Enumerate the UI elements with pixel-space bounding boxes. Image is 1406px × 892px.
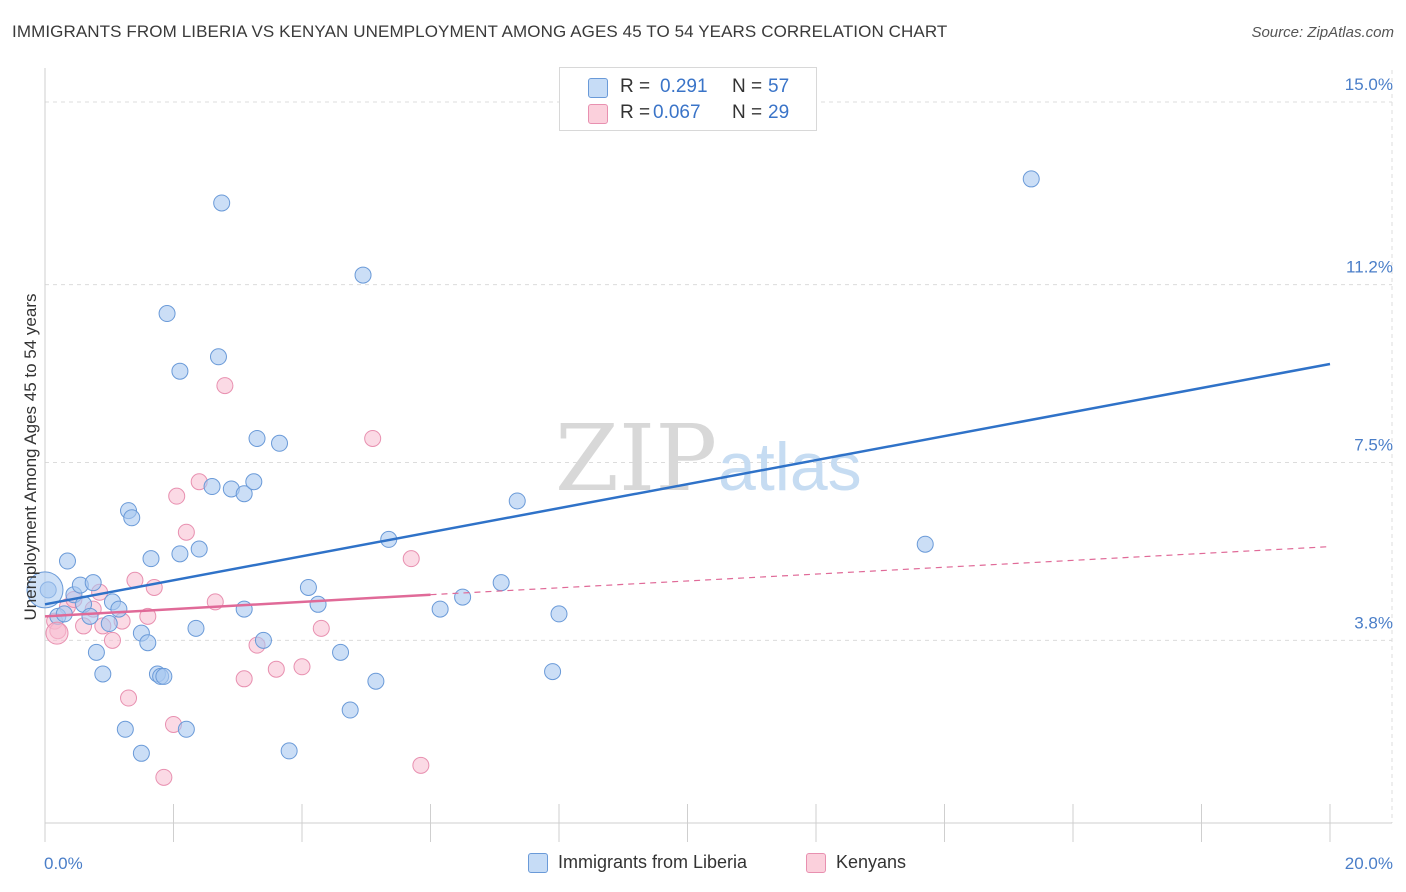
point-liberia [454, 588, 472, 606]
point-liberia [235, 485, 253, 503]
point-kenyans [293, 658, 311, 676]
point-kenyans [168, 487, 186, 505]
y-tick-label: 3.8% [1354, 613, 1393, 632]
point-kenyans [139, 607, 157, 625]
point-liberia [299, 578, 317, 596]
point-liberia [354, 266, 372, 284]
point-kenyans [267, 660, 285, 678]
point-kenyans [120, 689, 138, 707]
watermark: ZIP atlas [555, 405, 862, 512]
watermark-zip: ZIP [555, 405, 717, 512]
trend-line-kenyans-projection [430, 546, 1331, 596]
y-tick-label: 11.2% [1346, 258, 1393, 277]
point-liberia [492, 574, 510, 592]
point-liberia [171, 545, 189, 563]
point-liberia [187, 619, 205, 637]
point-liberia [332, 643, 350, 661]
point-liberia [916, 535, 934, 553]
x-tick-label-max: 20.0% [1345, 854, 1393, 873]
point-liberia-large [26, 571, 64, 609]
point-liberia [177, 720, 195, 738]
point-liberia [508, 492, 526, 510]
point-liberia [100, 615, 118, 633]
point-liberia [431, 600, 449, 618]
point-liberia [550, 605, 568, 623]
point-liberia [367, 672, 385, 690]
point-kenyans [216, 377, 234, 395]
point-liberia [132, 744, 150, 762]
point-liberia [254, 631, 272, 649]
source-label: Source: ZipAtlas.com [1251, 24, 1394, 41]
legend-swatch-kenyans [588, 104, 608, 124]
point-kenyans [155, 768, 173, 786]
point-liberia [203, 478, 221, 496]
trend-lines [44, 362, 1331, 618]
trend-line-liberia [44, 362, 1331, 606]
legend-r-value: 0.067 [653, 102, 701, 123]
bottom-legend-label-liberia: Immigrants from Liberia [558, 852, 748, 872]
point-kenyans [402, 550, 420, 568]
point-liberia [155, 667, 173, 685]
point-liberia [271, 434, 289, 452]
point-liberia [190, 540, 208, 558]
legend-r-label: R = [620, 76, 651, 97]
point-liberia [171, 362, 189, 380]
point-liberia [139, 634, 157, 652]
x-tick-label-min: 0.0% [44, 854, 83, 873]
legend-n-label: N = [732, 102, 763, 123]
point-liberia [280, 742, 298, 760]
y-axis-label: Unemployment Among Ages 45 to 54 years [21, 294, 40, 621]
point-liberia [94, 665, 112, 683]
point-liberia [235, 600, 253, 618]
point-kenyans [412, 756, 430, 774]
data-points [26, 170, 1040, 786]
legend-r-value: 0.291 [660, 76, 708, 97]
point-liberia [213, 194, 231, 212]
point-liberia [58, 552, 76, 570]
point-liberia [245, 473, 263, 491]
watermark-atlas: atlas [718, 429, 862, 505]
axes [44, 68, 1392, 842]
point-liberia [544, 663, 562, 681]
legend-row-liberia: R = 0.291 N = 57 [560, 76, 816, 102]
trend-line-kenyans [44, 593, 431, 618]
point-liberia [1022, 170, 1040, 188]
point-kenyans-large [45, 621, 69, 645]
gridlines [45, 70, 1393, 823]
bottom-legend-swatch-liberia [528, 853, 548, 873]
legend-swatch-liberia [588, 78, 608, 98]
point-liberia [248, 429, 266, 447]
chart-title: IMMIGRANTS FROM LIBERIA VS KENYAN UNEMPL… [12, 22, 948, 41]
point-kenyans [364, 429, 382, 447]
legend: R = 0.291 N = 57 R = 0.067 N = 29 [559, 67, 817, 131]
tick-labels: 3.8% 7.5% 11.2% 15.0% 0.0% 20.0% [44, 75, 1393, 873]
point-kenyans [312, 619, 330, 637]
legend-n-label: N = [732, 76, 763, 97]
point-kenyans [103, 631, 121, 649]
point-liberia [209, 348, 227, 366]
point-kenyans [235, 670, 253, 688]
legend-r-label: R = [620, 102, 651, 123]
bottom-legend-swatch-kenyans [806, 853, 826, 873]
legend-n-value: 57 [768, 76, 790, 97]
point-liberia [81, 607, 99, 625]
bottom-legend-label-kenyans: Kenyans [836, 852, 907, 872]
point-liberia [87, 643, 105, 661]
point-liberia [158, 305, 176, 323]
point-liberia [341, 701, 359, 719]
point-liberia [309, 595, 327, 613]
point-liberia [123, 509, 141, 527]
y-tick-label: 7.5% [1354, 436, 1393, 455]
legend-n-value: 29 [768, 102, 790, 123]
point-kenyans [177, 523, 195, 541]
point-liberia [142, 550, 160, 568]
point-liberia [116, 720, 134, 738]
point-liberia [110, 600, 128, 618]
point-liberia [84, 574, 102, 592]
legend-row-kenyans: R = 0.067 N = 29 [560, 102, 816, 128]
y-tick-label: 15.0% [1345, 75, 1393, 94]
